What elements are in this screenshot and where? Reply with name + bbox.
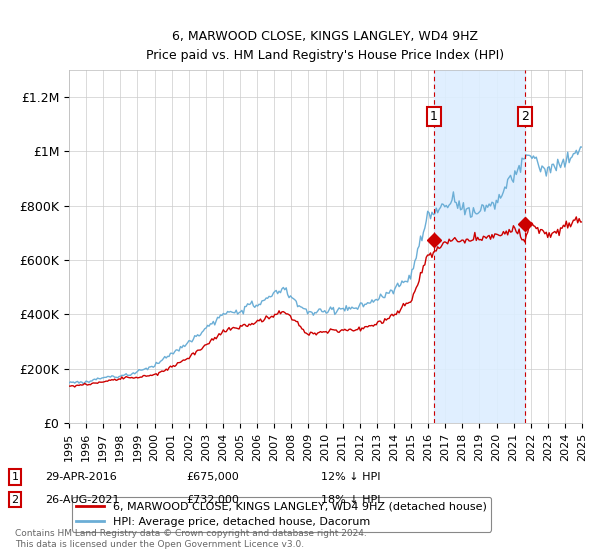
Bar: [434, 70, 525, 423]
Text: 26-AUG-2021: 26-AUG-2021: [45, 494, 119, 505]
Text: 12% ↓ HPI: 12% ↓ HPI: [321, 472, 380, 482]
Text: 1: 1: [11, 472, 19, 482]
Text: Contains HM Land Registry data © Crown copyright and database right 2024.
This d: Contains HM Land Registry data © Crown c…: [15, 529, 367, 549]
Text: £732,000: £732,000: [186, 494, 239, 505]
Text: 1: 1: [430, 110, 437, 123]
Text: 29-APR-2016: 29-APR-2016: [45, 472, 117, 482]
Text: 2: 2: [521, 110, 529, 123]
Text: 18% ↓ HPI: 18% ↓ HPI: [321, 494, 380, 505]
Text: 2: 2: [11, 494, 19, 505]
Legend: 6, MARWOOD CLOSE, KINGS LANGLEY, WD4 9HZ (detached house), HPI: Average price, d: 6, MARWOOD CLOSE, KINGS LANGLEY, WD4 9HZ…: [72, 497, 491, 531]
Title: 6, MARWOOD CLOSE, KINGS LANGLEY, WD4 9HZ
Price paid vs. HM Land Registry's House: 6, MARWOOD CLOSE, KINGS LANGLEY, WD4 9HZ…: [146, 30, 505, 62]
Text: £675,000: £675,000: [186, 472, 239, 482]
